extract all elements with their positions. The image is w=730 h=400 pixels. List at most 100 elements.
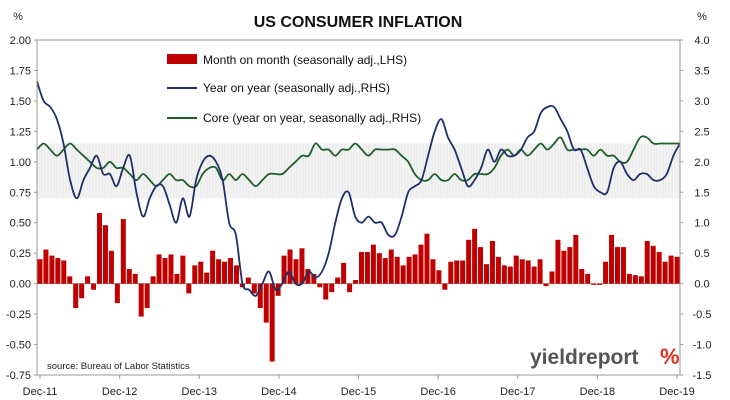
mom-bar [49,255,55,284]
left-tick-label: 2.00 [10,35,31,47]
mom-bar [79,283,85,299]
mom-bar [43,249,49,284]
mom-bar [180,255,186,284]
mom-bar [543,283,549,287]
x-tick-label: Dec-13 [182,386,217,398]
right-axis-unit: % [697,11,707,23]
mom-bar [114,283,120,304]
mom-bar [323,283,329,300]
right-tick-label: 0.5 [694,248,709,260]
mom-bar [204,272,210,284]
right-tick-label: 3.0 [694,96,709,108]
mom-bar [466,239,472,284]
mom-bar [460,260,466,284]
mom-bar [674,256,680,284]
right-tick-label: 2.5 [694,126,709,138]
mom-bar [650,245,656,284]
mom-bar [507,266,513,284]
mom-bar [567,247,573,284]
x-tick-label: Dec-15 [341,386,376,398]
mom-bar [186,283,192,294]
mom-bar [299,248,305,284]
yoy-line [36,81,681,297]
mom-bar [347,283,353,293]
mom-bar [293,259,299,284]
x-tick-label: Dec-19 [659,386,694,398]
right-tick-label: 1.5 [694,187,709,199]
x-tick-label: Dec-18 [580,386,615,398]
mom-bar [97,212,103,284]
mom-bar [317,283,323,288]
mom-bar [513,255,519,284]
mom-bar [454,260,460,284]
mom-bar [305,269,311,284]
logo-percent-icon: % [660,344,680,369]
mom-bar [430,259,436,284]
x-tick-label: Dec-16 [420,386,455,398]
mom-bar [281,255,287,284]
mom-bar [549,271,555,284]
mom-bar [263,283,269,323]
mom-bar [478,247,484,284]
mom-bar [472,228,478,284]
logo-text: yieldreport [530,346,639,369]
left-tick-label: 0.00 [10,279,31,291]
mom-bar [561,250,567,284]
mom-bar [126,269,132,284]
mom-bar [108,250,114,284]
mom-bar [448,261,454,284]
left-tick-label: -0.50 [6,340,31,352]
mom-bar [382,258,388,284]
mom-bar [537,259,543,284]
mom-bar [364,251,370,284]
mom-bar [358,251,364,284]
mom-bar [67,276,73,284]
x-tick-label: Dec-14 [261,386,296,398]
mom-bar [162,258,168,284]
left-tick-label: 0.25 [10,248,31,260]
mom-bar [341,262,347,284]
mom-bar [489,241,495,284]
mom-bar [555,239,561,284]
mom-bar [644,241,650,284]
mom-bar [61,260,67,284]
left-tick-label: 0.50 [10,218,31,230]
mom-bar [626,273,632,284]
mom-bar [198,261,204,284]
mom-bar [579,269,585,284]
mom-bar [609,234,615,284]
left-axis-unit: % [13,11,23,23]
mom-bar [656,251,662,284]
mom-bar [287,249,293,284]
mom-bar [370,244,376,284]
mom-bar [394,256,400,284]
left-tick-label: 1.00 [10,157,31,169]
yieldreport-logo: yieldreport % [530,344,680,369]
right-axis: 4.0 3.5 3.0 2.5 2.0 1.5 1.0 0.5 0.0 -0.5 -1.0 -1.5 [680,35,711,382]
mom-bar [501,265,507,284]
mom-bar [91,283,97,290]
mom-bar [376,253,382,284]
x-tick-label: Dec-17 [500,386,535,398]
mom-bar [597,283,603,285]
right-tick-label: 2.0 [694,157,709,169]
mom-bar [353,279,359,284]
mom-bar [138,283,144,317]
right-tick-label: -1.0 [693,340,712,352]
mom-bar [245,277,251,284]
left-tick-label: -0.75 [6,370,31,382]
mom-bar [156,254,162,284]
mom-bar [585,273,591,284]
legend-label-mom: Month on month (seasonally adj.,LHS) [203,53,407,67]
mom-bar [525,260,531,284]
mom-bar [406,256,412,284]
mom-bar [484,264,489,284]
right-tick-label: 4.0 [694,35,709,47]
x-axis: Dec-11 Dec-12 Dec-13 Dec-14 Dec-15 Dec-16 Dec-… [23,375,695,398]
left-tick-label: 1.75 [10,65,31,77]
mom-bar [424,233,430,284]
mom-bar [251,283,257,294]
mom-bar [174,273,180,284]
mom-bar [412,254,418,284]
